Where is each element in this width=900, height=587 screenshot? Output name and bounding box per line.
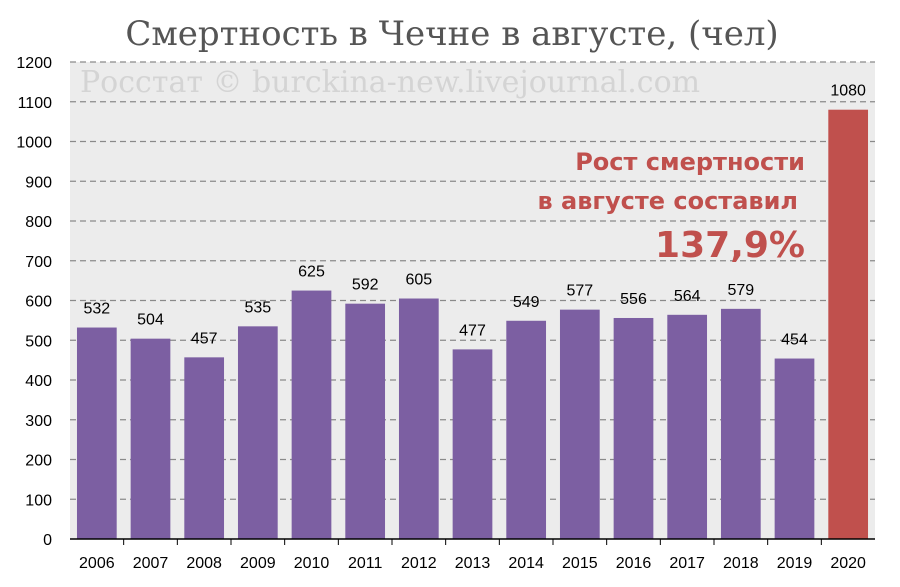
bar-2009 xyxy=(237,326,278,539)
y-tick-label: 300 xyxy=(25,413,52,430)
bar-2012 xyxy=(398,298,439,539)
data-label-2010: 625 xyxy=(298,264,325,281)
bars xyxy=(76,109,869,539)
data-labels: 532 504 457 535 625 592 605 477 549 577 556 564 579 4… xyxy=(83,83,866,349)
chart-title: Смертность в Чечне в августе, (чел) xyxy=(125,14,778,54)
data-label-2008: 457 xyxy=(191,330,218,347)
data-label-2007: 504 xyxy=(137,312,164,329)
bar-2013 xyxy=(452,349,493,539)
y-tick-label: 900 xyxy=(25,174,52,191)
data-label-2018: 579 xyxy=(727,282,754,299)
annotation-line-3: 137,9% xyxy=(655,225,805,266)
x-tick-label-2012: 2012 xyxy=(401,555,437,572)
y-tick-label: 500 xyxy=(25,333,52,350)
bar-2011 xyxy=(345,303,386,539)
x-tick-label-2020: 2020 xyxy=(830,555,866,572)
bar-2006 xyxy=(76,327,117,539)
bar-2007 xyxy=(130,338,171,539)
y-tick-label: 200 xyxy=(25,453,52,470)
bar-2010 xyxy=(291,290,332,539)
bar-2018 xyxy=(720,308,761,539)
y-tick-label: 100 xyxy=(25,492,52,509)
data-label-2016: 556 xyxy=(620,291,647,308)
x-tick-label-2019: 2019 xyxy=(777,555,813,572)
x-tick-label-2015: 2015 xyxy=(562,555,598,572)
data-label-2020: 1080 xyxy=(830,83,866,100)
x-tick-label-2013: 2013 xyxy=(455,555,491,572)
y-tick-label: 600 xyxy=(25,294,52,311)
data-label-2009: 535 xyxy=(244,299,271,316)
data-label-2006: 532 xyxy=(83,301,110,318)
bar-2016 xyxy=(613,317,654,539)
x-tick-label-2017: 2017 xyxy=(669,555,705,572)
y-tick-label: 700 xyxy=(25,254,52,271)
y-tick-label: 1200 xyxy=(16,55,52,72)
data-label-2014: 549 xyxy=(513,294,540,311)
data-label-2015: 577 xyxy=(566,283,593,300)
bar-2008 xyxy=(184,357,225,539)
y-tick-label: 0 xyxy=(43,532,52,549)
annotation-line-2: в августе составил xyxy=(537,187,798,215)
data-label-2012: 605 xyxy=(405,272,432,289)
x-tick-label-2011: 2011 xyxy=(348,555,383,572)
bar-2015 xyxy=(559,309,600,539)
x-tick-label-2008: 2008 xyxy=(186,555,222,572)
y-tick-label: 1000 xyxy=(16,135,52,152)
axes: 0 100 200 300 400 500 600 700 800 900 1000 1100 1200… xyxy=(16,55,875,572)
bar-2014 xyxy=(506,320,547,539)
y-tick-label: 400 xyxy=(25,373,52,390)
x-tick-label-2018: 2018 xyxy=(723,555,759,572)
y-tick-label: 1100 xyxy=(18,95,53,112)
x-tick-label-2007: 2007 xyxy=(133,555,169,572)
x-tick-label-2010: 2010 xyxy=(294,555,330,572)
x-tick-label-2014: 2014 xyxy=(508,555,544,572)
data-label-2019: 454 xyxy=(781,332,808,349)
watermark: Росстат © burckina-new.livejournal.com xyxy=(80,65,700,100)
bar-2017 xyxy=(667,314,708,539)
data-label-2017: 564 xyxy=(674,288,701,305)
annotation-line-1: Рост смертности xyxy=(575,148,805,176)
bar-2019 xyxy=(774,358,815,539)
x-tick-label-2006: 2006 xyxy=(79,555,115,572)
x-tick-label-2016: 2016 xyxy=(616,555,652,572)
x-tick-label-2009: 2009 xyxy=(240,555,276,572)
data-label-2013: 477 xyxy=(459,322,486,339)
data-label-2011: 592 xyxy=(352,277,379,294)
y-tick-label: 800 xyxy=(25,214,52,231)
bar-2020 xyxy=(828,109,869,539)
